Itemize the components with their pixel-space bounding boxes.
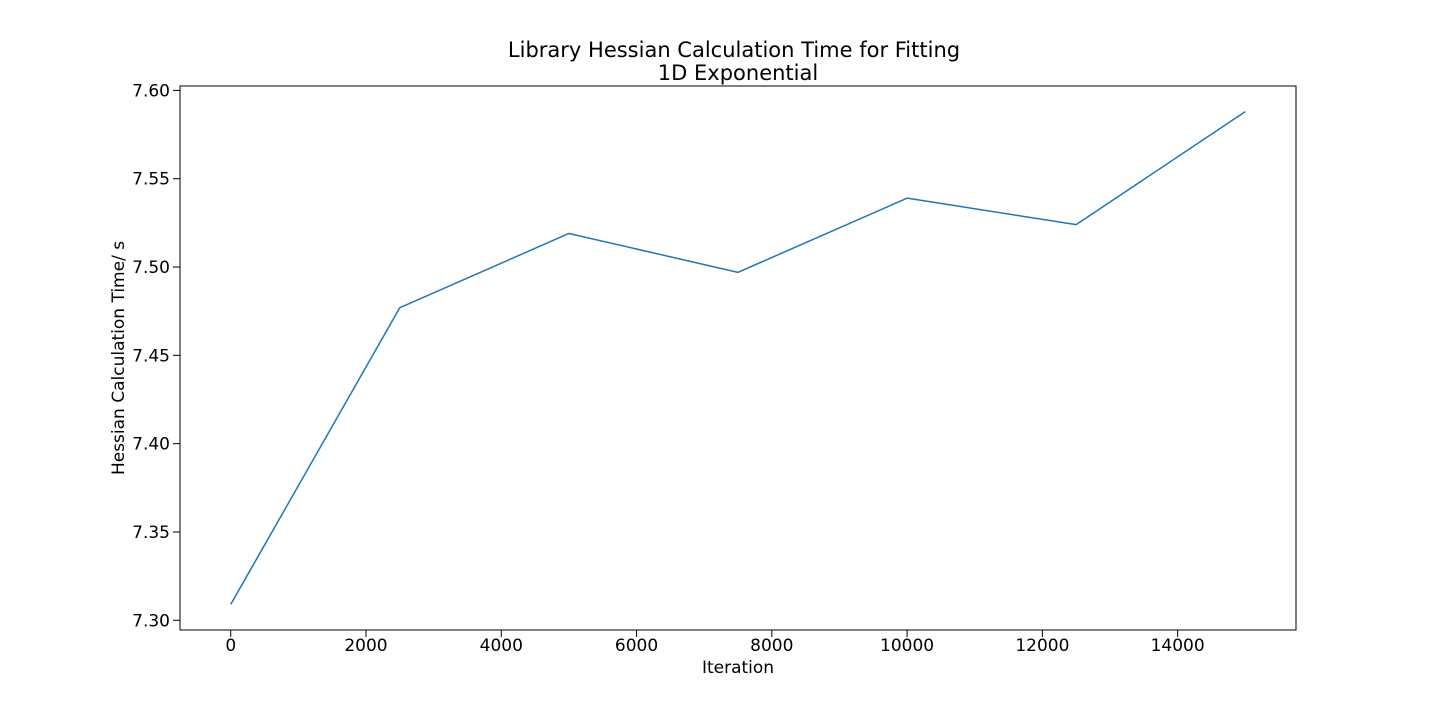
x-tick-label: 12000 <box>1015 636 1069 656</box>
chart-subtitle: 1D Exponential <box>658 61 818 85</box>
y-tick-label: 7.45 <box>132 346 170 366</box>
x-tick-label: 2000 <box>344 636 387 656</box>
x-axis-ticks: 0 2000 4000 6000 8000 10000 12000 14000 <box>225 630 1205 656</box>
x-tick-label: 0 <box>225 636 236 656</box>
y-tick-label: 7.60 <box>132 81 170 101</box>
y-tick-label: 7.40 <box>132 435 170 455</box>
y-tick-label: 7.50 <box>132 258 170 278</box>
plot-frame <box>179 85 1297 631</box>
y-tick-label: 7.35 <box>132 523 170 543</box>
chart-title: Library Hessian Calculation Time for Fit… <box>508 38 960 62</box>
y-axis-label: Hessian Calculation Time/ s <box>109 241 129 475</box>
x-tick-label: 8000 <box>750 636 793 656</box>
x-tick-label: 6000 <box>615 636 658 656</box>
series-line-0 <box>230 110 1246 605</box>
series-layer <box>230 110 1246 605</box>
y-axis-ticks: 7.30 7.35 7.40 7.45 7.50 7.55 7.60 <box>132 81 180 631</box>
y-tick-label: 7.30 <box>132 611 170 631</box>
y-tick-label: 7.55 <box>132 170 170 190</box>
x-axis-label: Iteration <box>702 658 774 678</box>
x-tick-label: 4000 <box>480 636 523 656</box>
x-tick-label: 14000 <box>1151 636 1205 656</box>
x-tick-label: 10000 <box>880 636 934 656</box>
